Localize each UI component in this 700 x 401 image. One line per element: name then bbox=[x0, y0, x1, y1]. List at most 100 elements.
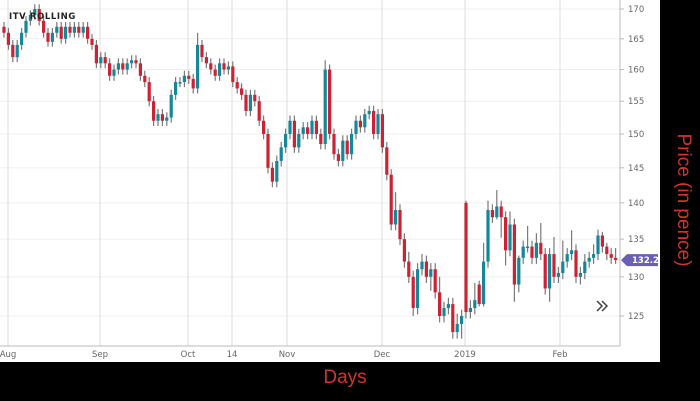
candle bbox=[59, 22, 63, 44]
candle bbox=[600, 231, 604, 253]
candle bbox=[464, 200, 468, 319]
candle bbox=[235, 77, 239, 94]
candle-body bbox=[332, 133, 336, 155]
candle-body bbox=[46, 32, 50, 42]
candle-body bbox=[204, 57, 208, 64]
candle-body bbox=[64, 26, 68, 39]
candle-body bbox=[187, 75, 191, 79]
y-tick-label: 170 bbox=[628, 5, 644, 15]
candle bbox=[319, 128, 323, 150]
candle bbox=[270, 162, 274, 188]
candle-body bbox=[99, 57, 103, 64]
candle-body bbox=[94, 44, 98, 64]
candle-body bbox=[530, 246, 534, 258]
candle bbox=[90, 33, 94, 50]
candle bbox=[178, 77, 182, 88]
candle bbox=[81, 22, 85, 38]
double-chevron-right-icon[interactable] bbox=[596, 300, 609, 312]
candle bbox=[446, 297, 450, 315]
candle bbox=[380, 108, 384, 153]
candle bbox=[341, 135, 345, 167]
candle bbox=[116, 58, 120, 75]
candle-body bbox=[468, 308, 472, 313]
candle-body bbox=[464, 202, 468, 313]
x-tick-label: 2019 bbox=[454, 350, 476, 360]
candle bbox=[332, 128, 336, 160]
x-tick-label: Aug bbox=[0, 350, 16, 360]
candle bbox=[42, 16, 46, 38]
candle bbox=[20, 27, 24, 50]
candle bbox=[416, 263, 420, 315]
candle bbox=[86, 22, 90, 44]
x-axis-title: Days bbox=[323, 367, 367, 388]
candle bbox=[389, 169, 393, 231]
y-tick-label: 125 bbox=[628, 312, 644, 322]
candle bbox=[385, 141, 389, 181]
candle bbox=[244, 89, 248, 117]
candle bbox=[574, 244, 578, 284]
x-tick-labels: Aug Sep Oct 14 Nov Dec 2019 Feb bbox=[0, 350, 568, 360]
candle-body bbox=[398, 210, 402, 240]
candle bbox=[350, 128, 354, 160]
candle bbox=[94, 40, 98, 69]
candle-body bbox=[460, 316, 464, 325]
candle-body bbox=[583, 261, 587, 274]
candle-body bbox=[407, 261, 411, 277]
chart-background bbox=[0, 0, 660, 362]
x-tick-label: Sep bbox=[92, 350, 108, 360]
candle-body bbox=[372, 110, 376, 134]
candle bbox=[517, 255, 521, 293]
last-price-label: 132.2 bbox=[632, 256, 659, 266]
candle-body bbox=[402, 239, 406, 262]
y-tick-label: 165 bbox=[628, 35, 644, 45]
candle bbox=[284, 128, 288, 153]
candle-body bbox=[81, 26, 85, 33]
candle bbox=[354, 115, 358, 140]
candle bbox=[565, 248, 569, 268]
candle bbox=[411, 270, 415, 316]
candle bbox=[499, 200, 503, 238]
candle-body bbox=[72, 26, 76, 33]
candle bbox=[121, 58, 125, 75]
candle bbox=[292, 115, 296, 153]
candle-body bbox=[134, 60, 138, 64]
candle bbox=[77, 22, 81, 38]
candle bbox=[108, 58, 112, 81]
candle-body bbox=[539, 242, 543, 255]
candle-body bbox=[248, 94, 252, 111]
candle-body bbox=[103, 57, 107, 64]
candle-body bbox=[596, 235, 600, 255]
candle-body bbox=[438, 292, 442, 316]
candle bbox=[310, 115, 314, 140]
candle-body bbox=[37, 9, 41, 21]
candle-body bbox=[477, 284, 481, 305]
candle bbox=[182, 70, 186, 88]
candle-body bbox=[178, 82, 182, 84]
candle-body bbox=[222, 63, 226, 70]
candle-body bbox=[543, 254, 547, 289]
candle bbox=[328, 64, 332, 140]
candle-body bbox=[86, 26, 90, 39]
candle-body bbox=[358, 120, 362, 128]
x-tick-label: 14 bbox=[227, 350, 238, 360]
candle-body bbox=[156, 114, 160, 121]
candle bbox=[288, 115, 292, 140]
candle-body bbox=[28, 14, 32, 21]
last-price-badge-shape bbox=[621, 254, 658, 267]
candle bbox=[64, 22, 68, 44]
candle bbox=[6, 27, 10, 50]
candle-body bbox=[143, 75, 147, 83]
candle bbox=[306, 122, 310, 140]
candle-body bbox=[504, 217, 508, 251]
candle bbox=[429, 263, 433, 291]
candle-body bbox=[499, 206, 503, 218]
candle bbox=[279, 141, 283, 167]
candle bbox=[468, 300, 472, 319]
candle bbox=[231, 61, 235, 88]
candle bbox=[33, 4, 37, 20]
candle bbox=[99, 52, 103, 69]
candle bbox=[143, 70, 147, 88]
candle-body bbox=[42, 20, 46, 33]
x-tick-label: Feb bbox=[552, 350, 567, 360]
candle bbox=[103, 52, 107, 69]
